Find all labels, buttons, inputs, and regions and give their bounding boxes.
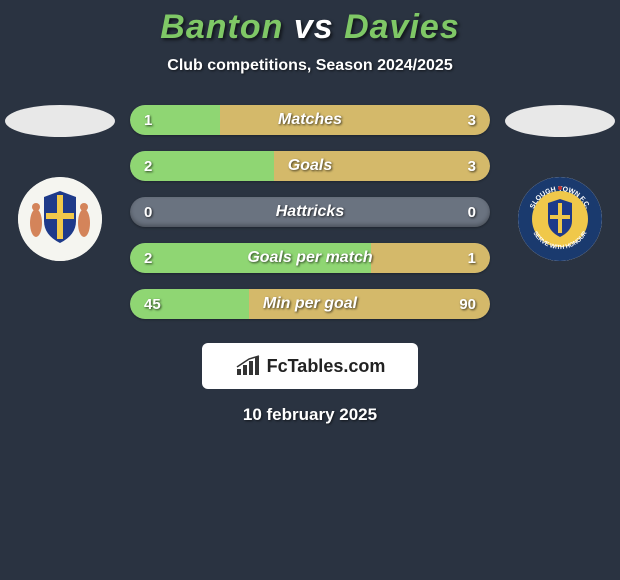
brand-badge[interactable]: FcTables.com bbox=[202, 343, 418, 389]
stat-label: Min per goal bbox=[130, 295, 490, 313]
left-column bbox=[0, 105, 120, 261]
stat-value-right: 3 bbox=[468, 158, 476, 175]
stat-label: Goals bbox=[130, 157, 490, 175]
stat-row: 45Min per goal90 bbox=[130, 289, 490, 319]
footer-date: 10 february 2025 bbox=[0, 405, 620, 425]
stat-label: Matches bbox=[130, 111, 490, 129]
vs-text: vs bbox=[294, 8, 334, 46]
chart-icon bbox=[235, 355, 261, 377]
stat-row: 2Goals3 bbox=[130, 151, 490, 181]
stat-label: Goals per match bbox=[130, 249, 490, 267]
stat-value-right: 1 bbox=[468, 250, 476, 267]
right-column: SLOUGH TOWN F.C. SERVE WITH HONOUR bbox=[500, 105, 620, 261]
page-title: Banton vs Davies bbox=[0, 8, 620, 47]
federation-badge-right bbox=[505, 105, 615, 137]
stat-label: Hattricks bbox=[130, 203, 490, 221]
crest-left-svg bbox=[18, 177, 102, 261]
stat-row: 1Matches3 bbox=[130, 105, 490, 135]
federation-badge-left bbox=[5, 105, 115, 137]
club-crest-right: SLOUGH TOWN F.C. SERVE WITH HONOUR bbox=[518, 177, 602, 261]
crest-right-svg: SLOUGH TOWN F.C. SERVE WITH HONOUR bbox=[518, 177, 602, 261]
player1-name: Banton bbox=[160, 8, 283, 46]
player2-name: Davies bbox=[344, 8, 460, 46]
brand-text: FcTables.com bbox=[267, 356, 386, 377]
main-content: 1Matches32Goals30Hattricks02Goals per ma… bbox=[0, 105, 620, 335]
stat-value-right: 3 bbox=[468, 112, 476, 129]
stat-value-right: 90 bbox=[459, 296, 476, 313]
stats-column: 1Matches32Goals30Hattricks02Goals per ma… bbox=[120, 105, 500, 335]
comparison-card: Banton vs Davies Club competitions, Seas… bbox=[0, 0, 620, 425]
stat-row: 2Goals per match1 bbox=[130, 243, 490, 273]
stat-value-right: 0 bbox=[468, 204, 476, 221]
club-crest-left bbox=[18, 177, 102, 261]
stat-row: 0Hattricks0 bbox=[130, 197, 490, 227]
subtitle: Club competitions, Season 2024/2025 bbox=[0, 57, 620, 75]
